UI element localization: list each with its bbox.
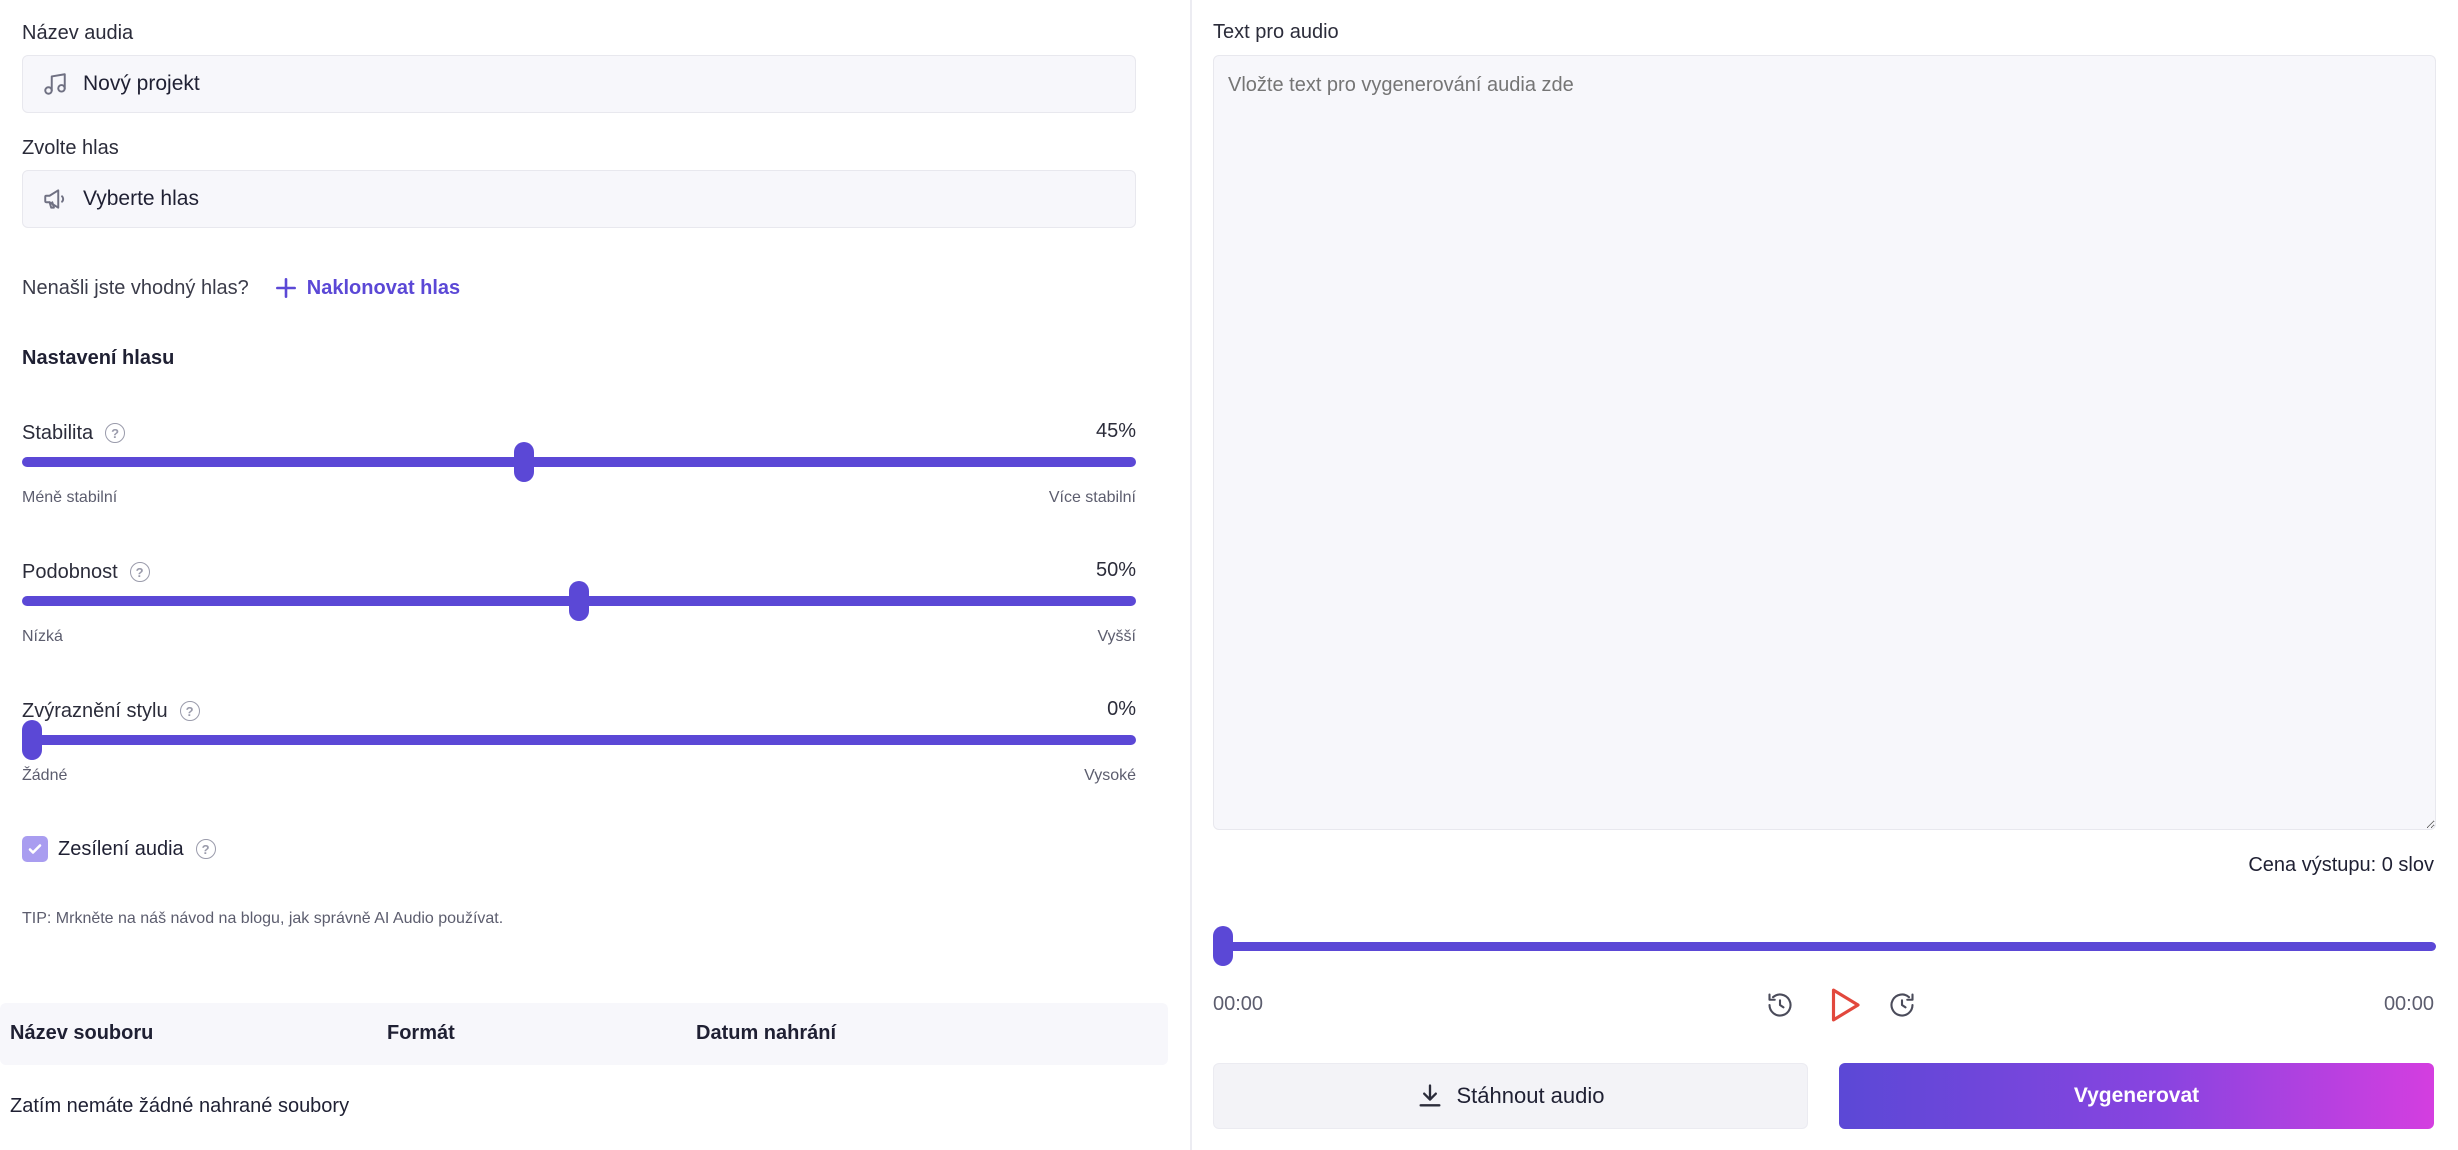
stability-label: Stabilita xyxy=(22,421,94,444)
similarity-thumb[interactable] xyxy=(569,581,589,621)
stability-min-label: Méně stabilní xyxy=(22,489,118,506)
voice-select-value: Vyberte hlas xyxy=(83,187,199,210)
stability-max-label: Více stabilní xyxy=(1048,489,1136,506)
panel-divider xyxy=(1190,0,1192,1150)
voice-settings-title: Nastavení hlasu xyxy=(22,347,175,369)
similarity-min-label: Nízká xyxy=(22,628,63,645)
settings-panel: Název audia Nový projekt Zvolte hlas Vyb… xyxy=(0,0,1190,1150)
play-icon xyxy=(1831,988,1860,1022)
help-icon[interactable]: ? xyxy=(129,562,150,582)
stability-value: 45% xyxy=(1095,420,1136,442)
stability-track[interactable] xyxy=(22,457,1136,467)
total-time: 00:00 xyxy=(2383,993,2434,1015)
check-icon xyxy=(28,844,42,854)
tip-text: TIP: Mrkněte na náš návod na blogu, jak … xyxy=(22,910,504,927)
style-track[interactable] xyxy=(22,735,1136,745)
files-empty-message: Zatím nemáte žádné nahrané soubory xyxy=(10,1095,350,1117)
text-panel: Text pro audio Cena výstupu: 0 slov 00:0… xyxy=(1192,0,2458,1150)
voice-select[interactable]: Vyberte hlas xyxy=(22,170,1136,228)
forward-icon xyxy=(1890,993,1914,1017)
audio-boost-row: Zesílení audia ? xyxy=(22,836,216,862)
similarity-value: 50% xyxy=(1095,559,1136,581)
megaphone-icon xyxy=(41,185,69,213)
clone-question: Nenašli jste vhodný hlas? xyxy=(22,276,249,299)
similarity-slider-block: Podobnost ? 50% Nízká Vyšší xyxy=(22,559,1136,649)
help-icon[interactable]: ? xyxy=(195,839,216,859)
forward-button[interactable] xyxy=(1885,988,1919,1022)
rewind-icon xyxy=(1768,993,1792,1017)
style-max-label: Vysoké xyxy=(1084,767,1136,784)
current-time: 00:00 xyxy=(1213,993,1264,1015)
play-button[interactable] xyxy=(1817,978,1871,1032)
similarity-label: Podobnost xyxy=(22,560,118,583)
style-min-label: Žádné xyxy=(22,767,68,784)
audio-boost-label: Zesílení audia xyxy=(58,837,184,860)
audio-boost-checkbox[interactable] xyxy=(22,836,48,862)
playback-progress-thumb[interactable] xyxy=(1213,926,1233,966)
help-icon[interactable]: ? xyxy=(105,423,126,443)
audio-name-label: Název audia xyxy=(22,22,134,44)
help-icon[interactable]: ? xyxy=(179,701,200,721)
stability-thumb[interactable] xyxy=(514,442,535,482)
clone-voice-row: Nenašli jste vhodný hlas? Naklonovat hla… xyxy=(22,272,460,304)
column-header-filename[interactable]: Název souboru xyxy=(10,1022,154,1044)
plus-icon xyxy=(275,278,296,298)
column-header-format[interactable]: Formát xyxy=(387,1022,455,1044)
audio-name-value: Nový projekt xyxy=(83,72,200,95)
style-thumb[interactable] xyxy=(22,720,42,760)
music-note-icon xyxy=(41,70,69,98)
text-input-label: Text pro audio xyxy=(1213,21,1339,43)
clone-voice-link[interactable]: Naklonovat hlas xyxy=(273,275,460,301)
files-table-header: Název souboru Formát Datum nahrání xyxy=(0,1003,1168,1065)
stability-slider-block: Stabilita ? 45% Méně stabilní Více stabi… xyxy=(22,420,1136,510)
audio-name-input[interactable]: Nový projekt xyxy=(22,55,1136,113)
style-label: Zvýraznění stylu xyxy=(22,699,168,722)
style-slider-block: Zvýraznění stylu ? 0% Žádné Vysoké xyxy=(22,698,1136,788)
voice-label: Zvolte hlas xyxy=(22,137,119,159)
download-audio-label: Stáhnout audio xyxy=(1456,1083,1605,1108)
column-header-upload-date[interactable]: Datum nahrání xyxy=(696,1022,837,1044)
rewind-button[interactable] xyxy=(1763,988,1797,1022)
download-icon xyxy=(1419,1084,1441,1107)
style-value: 0% xyxy=(1107,698,1136,720)
generate-button[interactable]: Vygenerovat xyxy=(1839,1063,2434,1129)
playback-progress-track[interactable] xyxy=(1213,942,2436,951)
output-cost: Cena výstupu: 0 slov xyxy=(2248,854,2434,876)
similarity-max-label: Vyšší xyxy=(1097,628,1136,645)
clone-voice-link-label: Naklonovat hlas xyxy=(306,276,461,299)
audio-text-input[interactable] xyxy=(1213,55,2436,830)
download-audio-button[interactable]: Stáhnout audio xyxy=(1213,1063,1808,1129)
